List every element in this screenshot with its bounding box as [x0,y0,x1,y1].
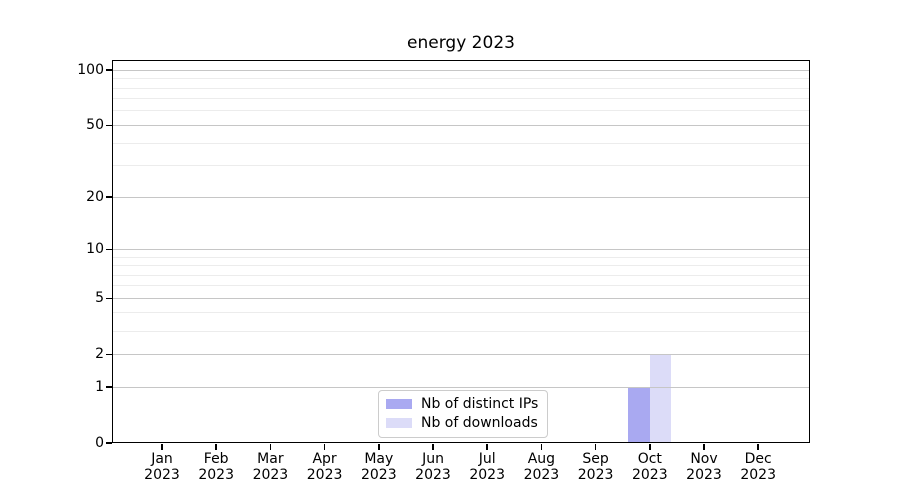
y-tick-mark [106,69,112,71]
x-tick-label: Sep 2023 [577,451,614,483]
minor-gridline [113,330,809,332]
x-tick-mark [594,444,597,450]
y-tick-mark [106,353,112,355]
major-gridline [113,248,809,250]
major-gridline [113,353,809,355]
minor-gridline [113,110,809,112]
x-tick-mark [486,444,488,450]
legend-swatch-distinct-ips [386,399,412,409]
x-tick-mark [432,444,434,450]
x-tick-label: Jun 2023 [415,451,451,483]
minor-gridline [113,265,809,266]
y-tick-mark [106,196,112,198]
minor-gridline [113,256,809,258]
minor-gridline [113,87,809,89]
legend-item-distinct-ips: Nb of distinct IPs [386,396,538,412]
x-tick-mark [323,444,326,450]
x-tick-label: Jan 2023 [144,451,180,483]
x-tick-label: Aug 2023 [523,451,560,483]
x-tick-mark [161,444,163,450]
y-tick-label: 50 [86,116,104,133]
major-gridline [113,386,809,388]
minor-gridline [113,98,809,100]
legend: Nb of distinct IPs Nb of downloads [378,390,549,438]
minor-gridline [113,165,809,167]
x-tick-label: May 2023 [360,451,397,483]
y-tick-label: 5 [95,289,104,306]
legend-item-downloads: Nb of downloads [386,415,538,431]
x-tick-label: Feb 2023 [198,451,234,483]
y-tick-mark [106,124,112,127]
y-tick-label: 2 [95,345,104,362]
y-tick-mark [106,442,112,444]
y-tick-label: 10 [86,240,104,257]
y-tick-mark [106,386,112,388]
legend-swatch-downloads [386,418,412,428]
bar-distinct-ips [628,387,650,443]
legend-label-distinct-ips: Nb of distinct IPs [421,396,539,412]
chart-title: energy 2023 [407,33,515,53]
x-tick-label: Apr 2023 [306,451,343,483]
x-tick-mark [649,444,651,450]
x-tick-mark [540,444,543,450]
minor-gridline [113,274,809,276]
major-gridline [113,124,809,126]
minor-gridline [113,142,809,144]
minor-gridline [113,312,809,314]
x-tick-mark [378,444,380,450]
x-tick-label: Mar 2023 [252,451,289,483]
minor-gridline [113,78,809,80]
x-tick-label: Jul 2023 [469,451,505,483]
x-tick-label: Oct 2023 [631,451,668,483]
major-gridline [113,69,809,71]
x-tick-mark [215,444,217,450]
y-tick-mark [106,248,112,251]
y-tick-label: 100 [77,61,104,78]
bar-downloads [649,354,672,443]
y-tick-label: 1 [95,378,104,395]
x-tick-label: Nov 2023 [686,451,722,483]
x-tick-label: Dec 2023 [740,451,776,483]
major-gridline [113,196,809,198]
minor-gridline [113,285,809,287]
x-tick-mark [703,444,705,450]
y-tick-label: 20 [86,188,104,205]
legend-label-downloads: Nb of downloads [421,415,538,431]
x-tick-mark [757,444,759,450]
y-tick-label: 0 [95,434,104,451]
major-gridline [113,297,809,299]
y-tick-mark [106,297,112,299]
x-tick-mark [269,444,272,450]
